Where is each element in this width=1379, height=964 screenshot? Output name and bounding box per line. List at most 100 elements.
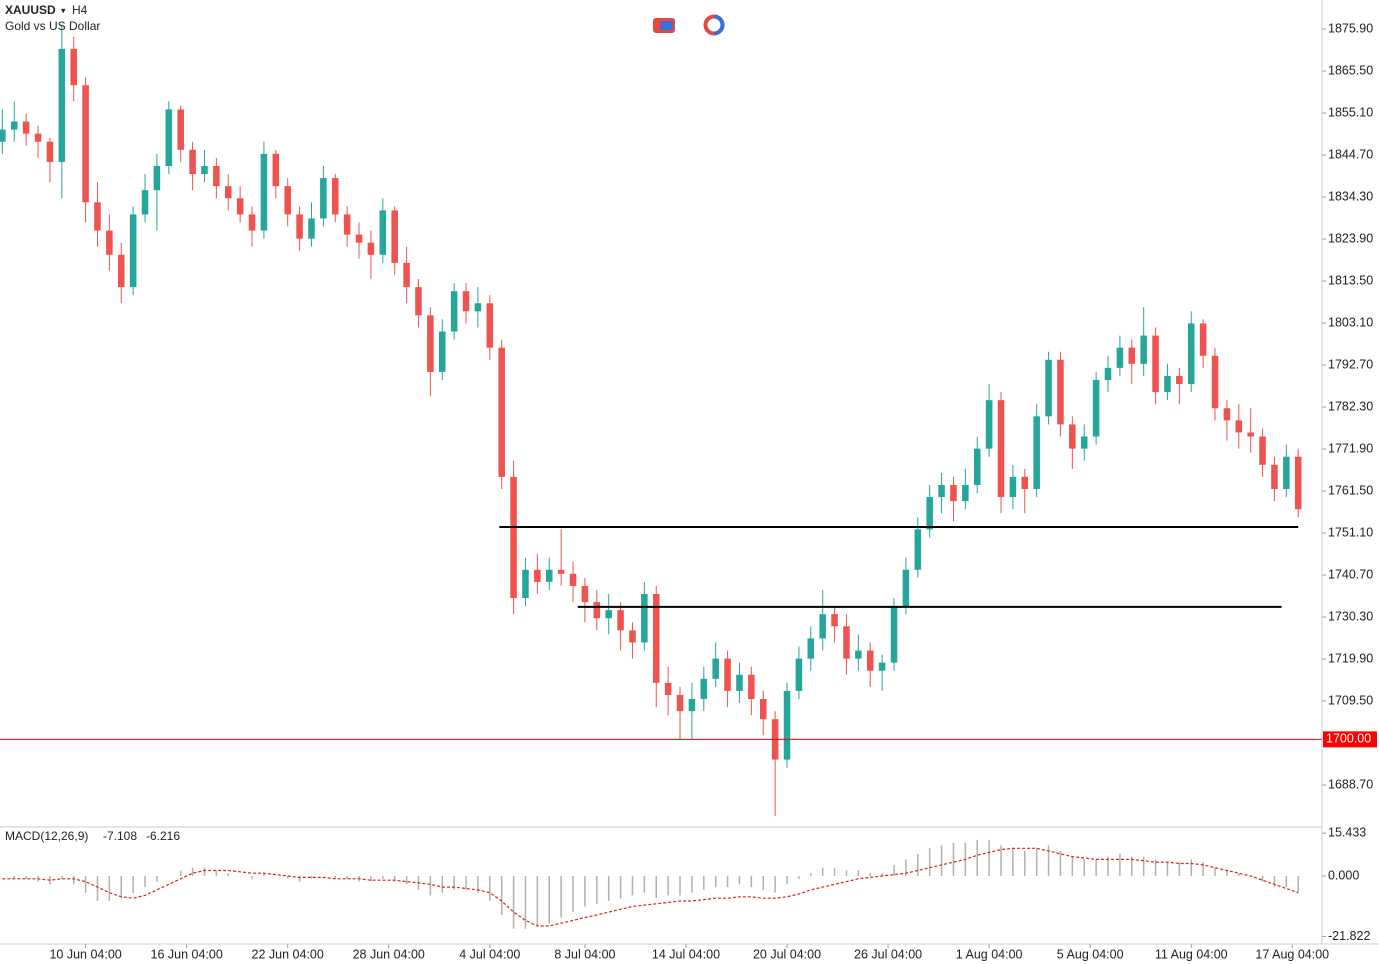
candle-body [129,214,137,288]
candle-body [1021,476,1029,490]
price-label-bg [1323,731,1377,748]
candle-body [534,569,541,582]
candle-body [522,569,529,599]
symbol-menu[interactable]: ▾ [61,5,66,15]
candle-body [605,610,612,619]
candle-body [950,484,957,502]
macd-label: MACD(12,26,9) [5,829,88,843]
candle-body [367,242,375,255]
candle-body [379,210,387,255]
candle-body [914,529,922,570]
icon [713,14,725,36]
candle-body [1223,408,1231,421]
candle-body [34,133,42,142]
candle-body [712,658,719,679]
candle-body [1235,420,1243,433]
candle-body [593,602,601,619]
candle-body [1128,347,1136,364]
icon [660,21,673,30]
candle-body [331,178,339,215]
y-tick-label: 1792.70 [1328,357,1373,371]
candle-body [224,186,232,199]
toolbar-icons [653,14,725,36]
y-tick-label: 1782.30 [1328,399,1373,413]
candle-body [1092,379,1100,437]
candle-body [0,129,6,142]
candle-body [1104,367,1112,380]
candle-body [973,448,981,485]
macd-signal-line [2,847,1299,927]
candle-body [629,630,636,643]
candle-body [320,178,327,219]
timeframe[interactable]: H4 [72,3,88,17]
x-tick-label: 26 Jul 04:00 [854,947,922,961]
candle-body [1140,335,1147,364]
candle-body [272,153,280,187]
candle-body [438,331,446,372]
candle-body [985,400,993,449]
macd-y-tick-label: 15.433 [1328,825,1366,839]
candle-body [1247,432,1254,437]
candle-body [1211,355,1219,409]
candle-body [1271,464,1278,490]
candle-body [843,626,850,659]
candle-body [1294,456,1302,510]
y-tick-label: 1844.70 [1328,147,1373,161]
candle-body [165,109,173,166]
candle-body [1045,359,1052,417]
candle-body [308,218,315,239]
candle-body [617,610,624,631]
y-tick-label: 1719.90 [1328,651,1373,665]
y-tick-label: 1834.30 [1328,189,1373,203]
candle-body [82,85,89,203]
x-tick-label: 4 Jul 04:00 [459,947,520,961]
candle-body [795,658,803,691]
candle-body [1116,347,1124,368]
candle-body [450,291,458,332]
candle-body [284,186,291,215]
candle-body [1164,375,1171,393]
x-tick-label: 1 Aug 04:00 [956,947,1023,961]
x-tick-label: 16 Jun 04:00 [151,947,223,961]
candle-body [343,214,351,235]
y-tick-label: 1688.70 [1328,777,1373,791]
x-tick-label: 10 Jun 04:00 [49,947,121,961]
candle-body [106,230,113,255]
candle-body [22,121,30,134]
candle-body [688,698,696,712]
y-tick-label: 1865.50 [1328,63,1373,77]
candle-body [581,585,589,603]
candle-body [486,303,494,348]
macd-y-tick-label: -21.822 [1328,929,1370,943]
price-label: 1700.00 [1326,732,1371,746]
y-tick-label: 1761.50 [1328,483,1373,497]
y-tick-label: 1730.30 [1328,609,1373,623]
candle-body [664,682,672,695]
x-tick-label: 8 Jul 04:00 [554,947,615,961]
candle-body [141,190,149,215]
candle-body [248,214,256,231]
y-tick-label: 1875.90 [1328,21,1373,35]
candle-body [641,594,648,643]
candle-body [652,594,660,683]
candle-body [902,569,910,607]
candle-body [700,678,708,699]
x-tick-label: 20 Jul 04:00 [753,947,821,961]
candle-body [462,291,470,312]
candle-body [498,347,505,477]
candle-body [153,165,161,191]
macd-y-tick-label: 0.000 [1328,868,1359,882]
candle-body [201,165,208,175]
candle-body [890,606,898,663]
candle-body [807,638,815,659]
y-tick-label: 1771.90 [1328,441,1373,455]
symbol[interactable]: XAUUSD [5,3,56,17]
candle-body [177,109,184,150]
candle-body [676,694,684,712]
y-tick-label: 1855.10 [1328,105,1373,119]
signal-value: -6.216 [146,829,180,843]
candle-body [962,484,969,502]
candle-body [819,614,826,639]
candle-body [724,658,731,691]
